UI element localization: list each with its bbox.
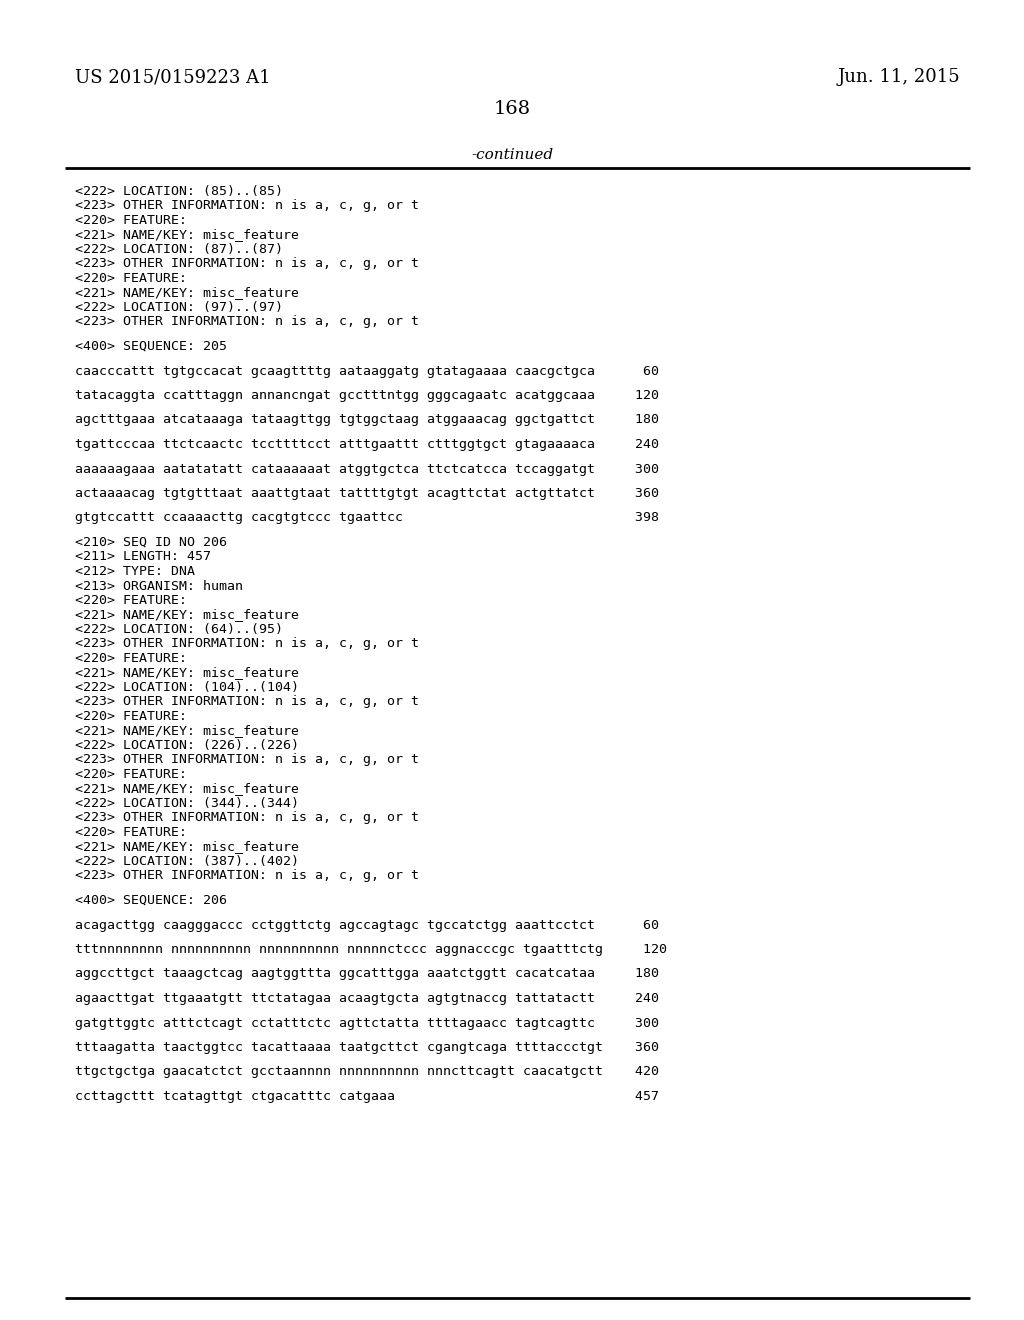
Text: <211> LENGTH: 457: <211> LENGTH: 457: [75, 550, 211, 564]
Text: caacccattt tgtgccacat gcaagttttg aataaggatg gtatagaaaa caacgctgca      60: caacccattt tgtgccacat gcaagttttg aataagg…: [75, 364, 659, 378]
Text: <220> FEATURE:: <220> FEATURE:: [75, 594, 187, 607]
Text: US 2015/0159223 A1: US 2015/0159223 A1: [75, 69, 270, 86]
Text: <220> FEATURE:: <220> FEATURE:: [75, 826, 187, 840]
Text: actaaaacag tgtgtttaat aaattgtaat tattttgtgt acagttctat actgttatct     360: actaaaacag tgtgtttaat aaattgtaat tattttg…: [75, 487, 659, 500]
Text: <223> OTHER INFORMATION: n is a, c, g, or t: <223> OTHER INFORMATION: n is a, c, g, o…: [75, 199, 419, 213]
Text: 168: 168: [494, 100, 530, 117]
Text: tgattcccaa ttctcaactc tccttttcct atttgaattt ctttggtgct gtagaaaaca     240: tgattcccaa ttctcaactc tccttttcct atttgaa…: [75, 438, 659, 451]
Text: <400> SEQUENCE: 205: <400> SEQUENCE: 205: [75, 341, 227, 352]
Text: <221> NAME/KEY: misc_feature: <221> NAME/KEY: misc_feature: [75, 841, 299, 854]
Text: <220> FEATURE:: <220> FEATURE:: [75, 768, 187, 781]
Text: <221> NAME/KEY: misc_feature: <221> NAME/KEY: misc_feature: [75, 609, 299, 622]
Text: <223> OTHER INFORMATION: n is a, c, g, or t: <223> OTHER INFORMATION: n is a, c, g, o…: [75, 754, 419, 767]
Text: agaacttgat ttgaaatgtt ttctatagaa acaagtgcta agtgtnaccg tattatactt     240: agaacttgat ttgaaatgtt ttctatagaa acaagtg…: [75, 993, 659, 1005]
Text: <222> LOCATION: (85)..(85): <222> LOCATION: (85)..(85): [75, 185, 283, 198]
Text: <221> NAME/KEY: misc_feature: <221> NAME/KEY: misc_feature: [75, 667, 299, 680]
Text: ttgctgctga gaacatctct gcctaannnn nnnnnnnnnn nnncttcagtt caacatgctt    420: ttgctgctga gaacatctct gcctaannnn nnnnnnn…: [75, 1065, 659, 1078]
Text: tttaagatta taactggtcc tacattaaaa taatgcttct cgangtcaga ttttaccctgt    360: tttaagatta taactggtcc tacattaaaa taatgct…: [75, 1041, 659, 1053]
Text: <210> SEQ ID NO 206: <210> SEQ ID NO 206: [75, 536, 227, 549]
Text: <223> OTHER INFORMATION: n is a, c, g, or t: <223> OTHER INFORMATION: n is a, c, g, o…: [75, 315, 419, 329]
Text: <223> OTHER INFORMATION: n is a, c, g, or t: <223> OTHER INFORMATION: n is a, c, g, o…: [75, 696, 419, 709]
Text: <222> LOCATION: (97)..(97): <222> LOCATION: (97)..(97): [75, 301, 283, 314]
Text: <223> OTHER INFORMATION: n is a, c, g, or t: <223> OTHER INFORMATION: n is a, c, g, o…: [75, 257, 419, 271]
Text: tttnnnnnnnn nnnnnnnnnn nnnnnnnnnn nnnnnctccc aggnacccgc tgaatttctg     120: tttnnnnnnnn nnnnnnnnnn nnnnnnnnnn nnnnnc…: [75, 942, 667, 956]
Text: <222> LOCATION: (344)..(344): <222> LOCATION: (344)..(344): [75, 797, 299, 810]
Text: <221> NAME/KEY: misc_feature: <221> NAME/KEY: misc_feature: [75, 228, 299, 242]
Text: <213> ORGANISM: human: <213> ORGANISM: human: [75, 579, 243, 593]
Text: <223> OTHER INFORMATION: n is a, c, g, or t: <223> OTHER INFORMATION: n is a, c, g, o…: [75, 870, 419, 883]
Text: <222> LOCATION: (64)..(95): <222> LOCATION: (64)..(95): [75, 623, 283, 636]
Text: <222> LOCATION: (87)..(87): <222> LOCATION: (87)..(87): [75, 243, 283, 256]
Text: <220> FEATURE:: <220> FEATURE:: [75, 710, 187, 723]
Text: <220> FEATURE:: <220> FEATURE:: [75, 272, 187, 285]
Text: aaaaaagaaa aatatatatt cataaaaaat atggtgctca ttctcatcca tccaggatgt     300: aaaaaagaaa aatatatatt cataaaaaat atggtgc…: [75, 462, 659, 475]
Text: <220> FEATURE:: <220> FEATURE:: [75, 652, 187, 665]
Text: <221> NAME/KEY: misc_feature: <221> NAME/KEY: misc_feature: [75, 286, 299, 300]
Text: <222> LOCATION: (226)..(226): <222> LOCATION: (226)..(226): [75, 739, 299, 752]
Text: <221> NAME/KEY: misc_feature: <221> NAME/KEY: misc_feature: [75, 725, 299, 738]
Text: gatgttggtc atttctcagt cctatttctc agttctatta ttttagaacc tagtcagttc     300: gatgttggtc atttctcagt cctatttctc agttcta…: [75, 1016, 659, 1030]
Text: tatacaggta ccatttaggn annancngat gcctttntgg gggcagaatc acatggcaaa     120: tatacaggta ccatttaggn annancngat gcctttn…: [75, 389, 659, 403]
Text: <212> TYPE: DNA: <212> TYPE: DNA: [75, 565, 195, 578]
Text: <223> OTHER INFORMATION: n is a, c, g, or t: <223> OTHER INFORMATION: n is a, c, g, o…: [75, 812, 419, 825]
Text: Jun. 11, 2015: Jun. 11, 2015: [838, 69, 961, 86]
Text: <400> SEQUENCE: 206: <400> SEQUENCE: 206: [75, 894, 227, 907]
Text: gtgtccattt ccaaaacttg cacgtgtccc tgaattcc                             398: gtgtccattt ccaaaacttg cacgtgtccc tgaattc…: [75, 511, 659, 524]
Text: -continued: -continued: [471, 148, 553, 162]
Text: ccttagcttt tcatagttgt ctgacatttc catgaaa                              457: ccttagcttt tcatagttgt ctgacatttc catgaaa…: [75, 1090, 659, 1104]
Text: aggccttgct taaagctcag aagtggttta ggcatttgga aaatctggtt cacatcataa     180: aggccttgct taaagctcag aagtggttta ggcattt…: [75, 968, 659, 981]
Text: <220> FEATURE:: <220> FEATURE:: [75, 214, 187, 227]
Text: agctttgaaa atcataaaga tataagttgg tgtggctaag atggaaacag ggctgattct     180: agctttgaaa atcataaaga tataagttgg tgtggct…: [75, 413, 659, 426]
Text: <223> OTHER INFORMATION: n is a, c, g, or t: <223> OTHER INFORMATION: n is a, c, g, o…: [75, 638, 419, 651]
Text: <221> NAME/KEY: misc_feature: <221> NAME/KEY: misc_feature: [75, 783, 299, 796]
Text: <222> LOCATION: (387)..(402): <222> LOCATION: (387)..(402): [75, 855, 299, 869]
Text: acagacttgg caagggaccc cctggttctg agccagtagc tgccatctgg aaattcctct      60: acagacttgg caagggaccc cctggttctg agccagt…: [75, 919, 659, 932]
Text: <222> LOCATION: (104)..(104): <222> LOCATION: (104)..(104): [75, 681, 299, 694]
